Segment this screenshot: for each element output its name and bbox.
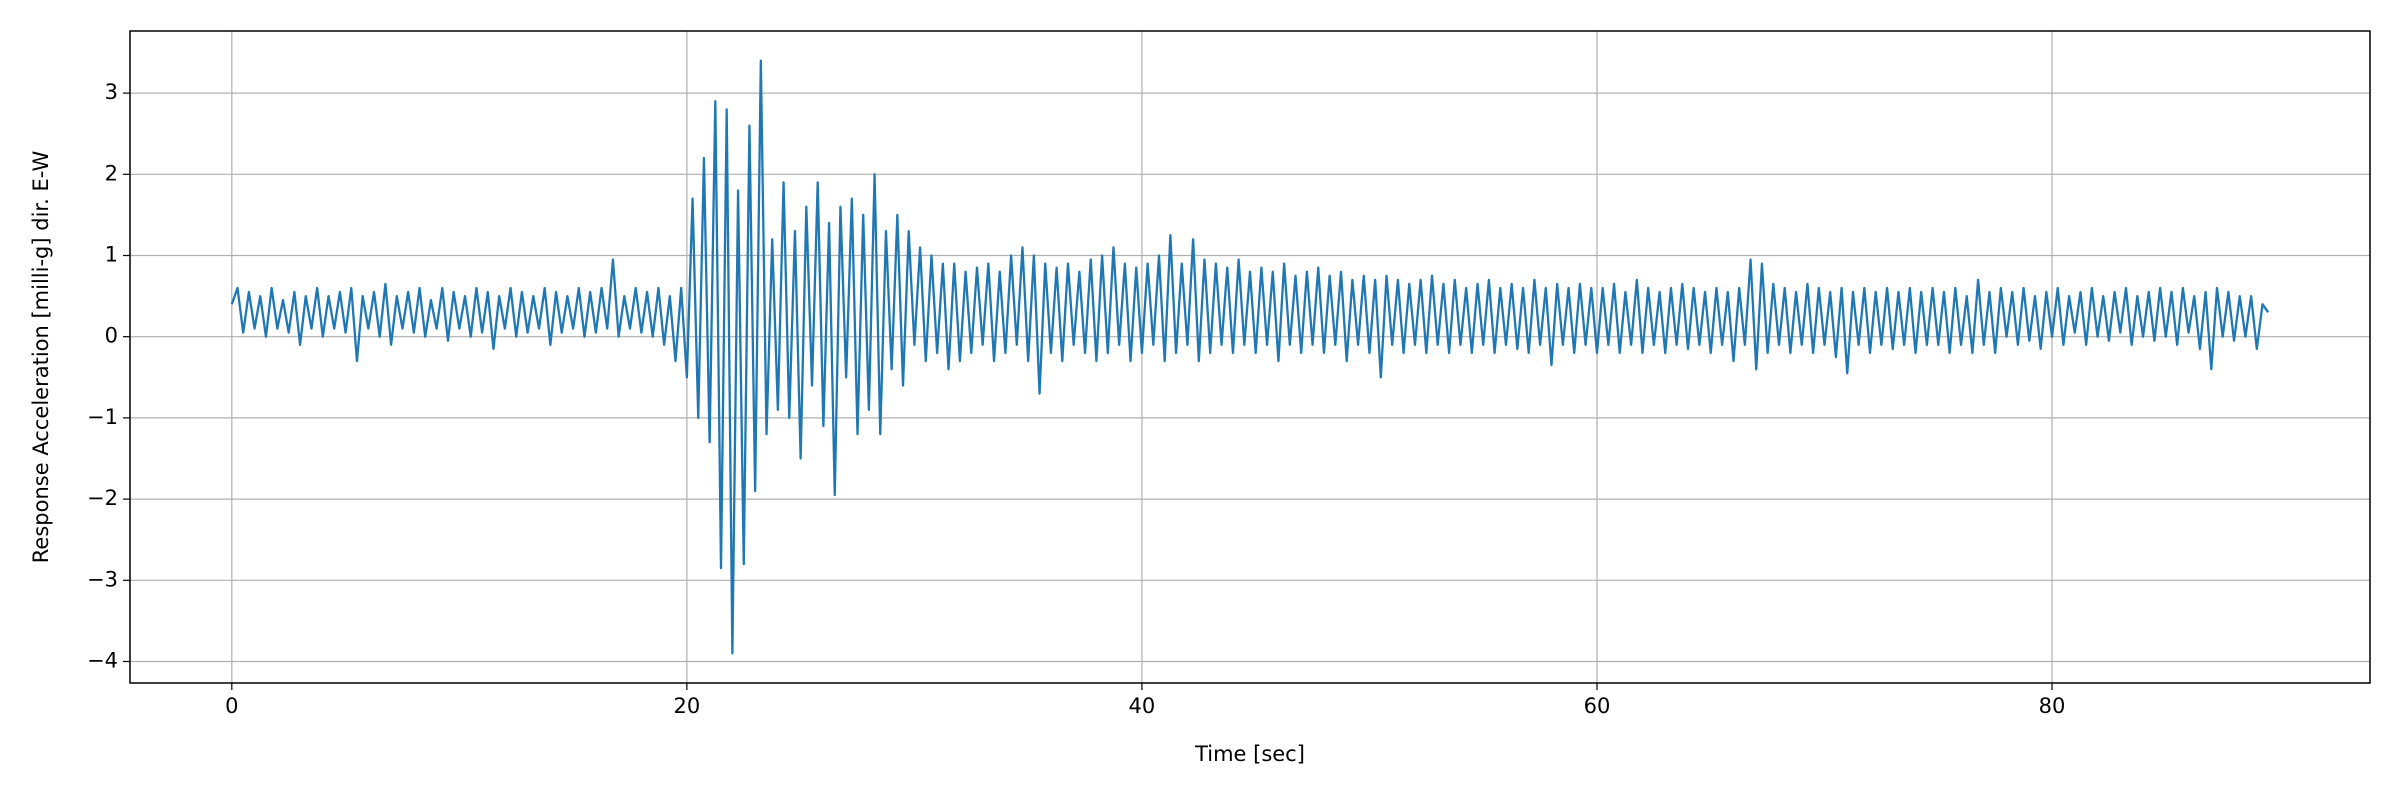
x-tick-label: 60 [1584, 694, 1611, 718]
y-tick-label: −3 [87, 567, 118, 591]
y-tick-label: 2 [105, 161, 118, 185]
y-tick-label: −1 [87, 405, 118, 429]
x-axis-label: Time [sec] [1194, 742, 1305, 766]
y-tick-label: −2 [87, 486, 118, 510]
plot-frame [129, 30, 2371, 684]
y-tick-label: 3 [105, 80, 118, 104]
x-tick-label: 80 [2039, 694, 2066, 718]
y-tick-label: −4 [87, 648, 118, 672]
x-tick-label: 20 [674, 694, 701, 718]
y-axis-label: Response Acceleration [milli-g] dir. E-W [29, 151, 53, 564]
y-tick-label: 1 [105, 243, 118, 267]
x-tick-label: 0 [225, 694, 238, 718]
signal-line [230, 59, 2270, 655]
y-tick-label: 0 [105, 324, 118, 348]
x-tick-label: 40 [1129, 694, 1156, 718]
